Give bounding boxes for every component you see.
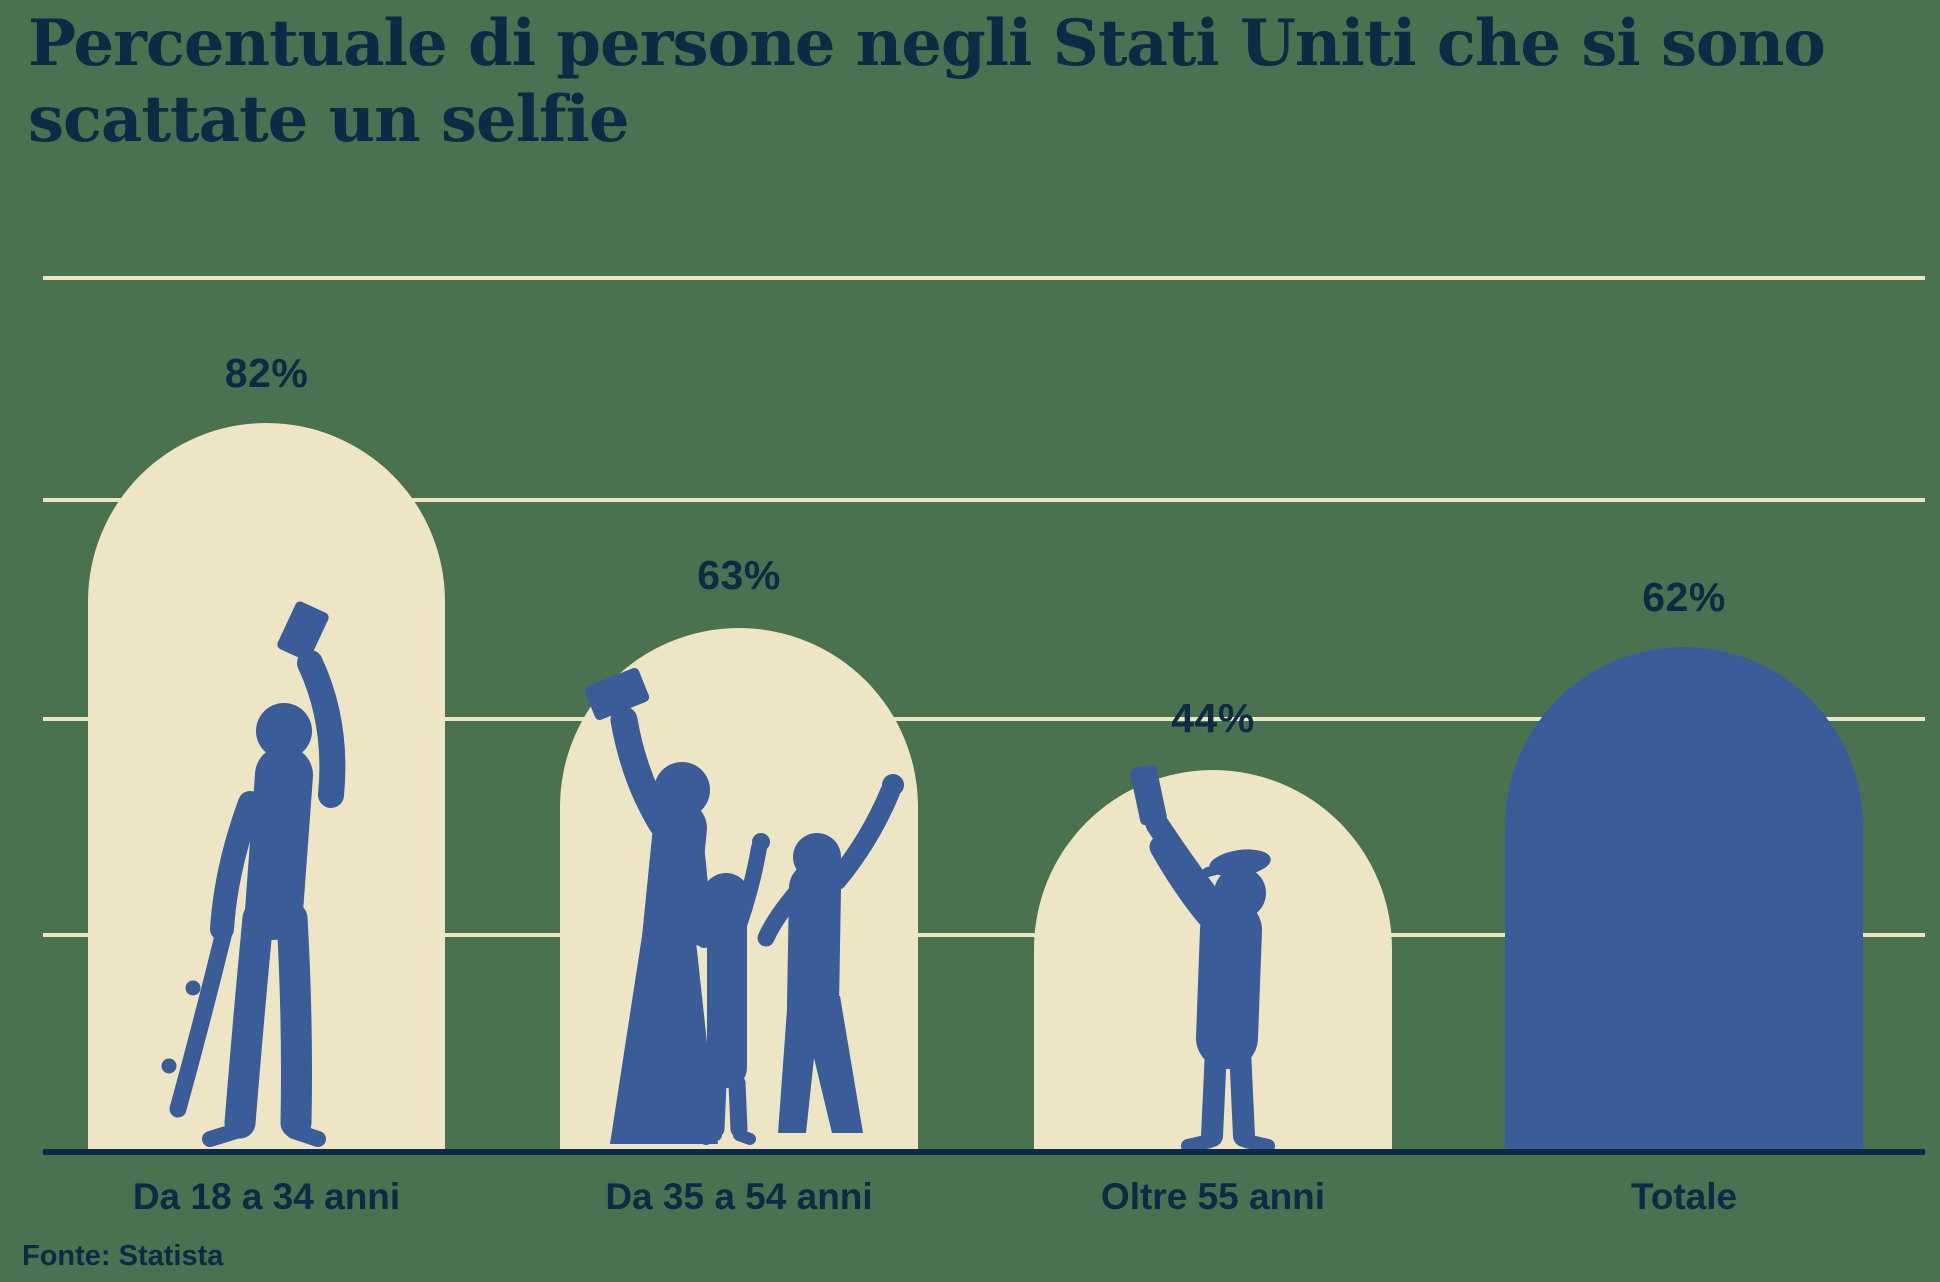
source-caption: Fonte: Statista <box>22 1240 224 1272</box>
gridline-bottom <box>43 933 1925 937</box>
category-label-18-34: Da 18 a 34 anni <box>132 1176 401 1217</box>
value-label-over-55: 44% <box>1171 695 1255 741</box>
family-selfie-illustration <box>584 667 904 1145</box>
gridline-2 <box>43 498 1925 502</box>
value-label-35-54: 63% <box>697 552 781 598</box>
x-axis-line <box>43 1149 1925 1155</box>
bar-over-55: 44% Oltre 55 anni <box>1034 0 1392 1282</box>
bar-18-34: 82% Da 18 a 34 anni <box>88 0 445 1282</box>
bar-total: 62% Totale <box>1505 0 1863 1282</box>
category-label-over-55: Oltre 55 anni <box>1100 1176 1326 1217</box>
chart-title: Percentuale di persone negli Stati Uniti… <box>28 6 1826 158</box>
value-label-18-34: 82% <box>224 350 309 396</box>
young-man-selfie-skateboard-illustration <box>161 601 346 1147</box>
category-label-total: Totale <box>1630 1176 1738 1217</box>
category-label-35-54: Da 35 a 54 anni <box>605 1176 873 1217</box>
bar-shape-total <box>1505 647 1863 1149</box>
gridline-top <box>43 276 1925 280</box>
older-man-selfie-illustration <box>1130 764 1275 1153</box>
bar-35-54: 63% Da 35 a 5 <box>560 0 918 1282</box>
chart-title-line1: Percentuale di persone negli Stati Uniti… <box>28 6 1826 81</box>
chart-title-line2: scattate un selfie <box>28 82 630 157</box>
gridline-3 <box>43 717 1925 721</box>
value-label-total: 62% <box>1642 574 1726 620</box>
